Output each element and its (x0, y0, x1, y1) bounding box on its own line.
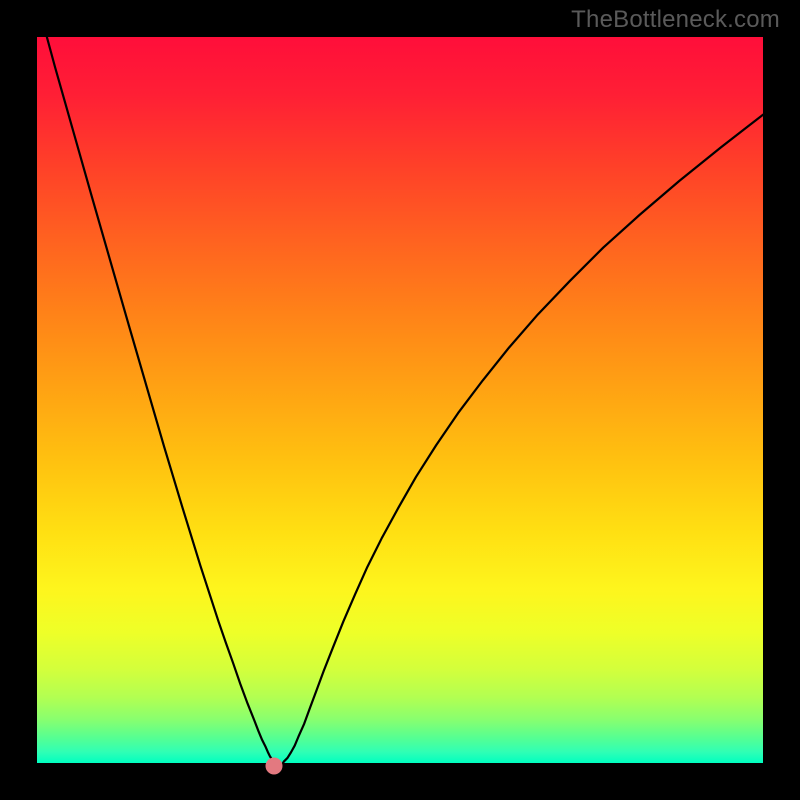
gradient-background (37, 37, 763, 763)
source-watermark: TheBottleneck.com (571, 6, 780, 34)
plot-area (37, 37, 763, 763)
minimum-marker (266, 757, 283, 774)
figure-canvas: TheBottleneck.com (0, 0, 800, 800)
